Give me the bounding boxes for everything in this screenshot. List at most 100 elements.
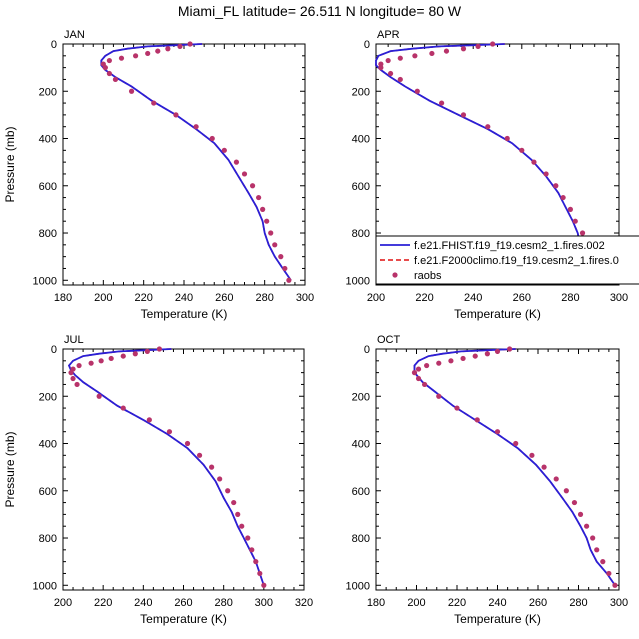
jul-raobs-point xyxy=(120,405,126,411)
jul-raobs-point xyxy=(68,370,74,376)
jul-panel-label: JUL xyxy=(64,334,84,346)
apr-raobs-point xyxy=(439,100,445,106)
oct-model-line xyxy=(413,348,616,586)
apr-xtick-label: 220 xyxy=(415,292,433,304)
figure-title: Miami_FL latitude= 26.511 N longitude= 8… xyxy=(177,3,462,19)
jul-xtick-label: 200 xyxy=(54,597,72,609)
jan-raobs-point xyxy=(282,265,288,272)
oct-xtick-label: 180 xyxy=(367,597,385,609)
jul-xtick-label: 240 xyxy=(134,597,152,609)
jul-raobs-point xyxy=(184,440,191,447)
oct-raobs-point xyxy=(494,348,501,354)
oct-raobs-point xyxy=(494,429,501,435)
oct-raobs-point xyxy=(584,523,590,529)
jan-panel-label: JAN xyxy=(64,29,85,41)
oct-xaxis-label: Temperature (K) xyxy=(454,612,541,626)
oct-raobs-point xyxy=(513,440,519,447)
apr-xtick-label: 280 xyxy=(561,292,579,304)
apr-raobs-point xyxy=(485,124,491,130)
jul-raobs-point xyxy=(239,523,245,529)
apr-ytick-label: 600 xyxy=(352,181,370,193)
oct-raobs-point xyxy=(460,355,466,362)
oct-raobs-point xyxy=(474,417,480,423)
jul-yaxis-label: Pressure (mb) xyxy=(3,431,17,507)
jul-ytick-label: 0 xyxy=(51,344,57,356)
jan-xtick-label: 280 xyxy=(255,292,273,304)
jan-raobs-point xyxy=(118,55,125,61)
jul-raobs-point xyxy=(76,362,82,369)
jan-raobs-point xyxy=(177,43,183,49)
oct-raobs-point xyxy=(571,499,578,506)
jul-climo-line xyxy=(68,348,265,586)
oct-climo-line xyxy=(413,348,616,586)
oct-raobs-point xyxy=(415,366,422,372)
jan-ytick-label: 800 xyxy=(39,228,57,240)
apr-raobs-point xyxy=(387,70,394,77)
jan-yaxis-label: Pressure (mb) xyxy=(3,126,17,202)
apr-ytick-label: 200 xyxy=(352,86,370,98)
jan-raobs-point xyxy=(221,147,227,153)
apr-xaxis-label: Temperature (K) xyxy=(454,307,541,321)
oct-raobs-point xyxy=(454,405,460,411)
oct-panel-label: OCT xyxy=(377,334,401,346)
oct-raobs-point xyxy=(448,358,454,364)
apr-ytick-label: 0 xyxy=(364,39,370,51)
jan-raobs-point xyxy=(187,41,193,47)
legend-raobs-swatch xyxy=(392,272,398,278)
oct-raobs-point xyxy=(422,381,428,388)
jan-raobs-point xyxy=(193,124,199,130)
oct-raobs-point xyxy=(415,375,422,382)
jan-xtick-label: 180 xyxy=(54,292,72,304)
apr-raobs-point xyxy=(490,41,496,47)
jul-ytick-label: 600 xyxy=(39,486,57,498)
apr-raobs-point xyxy=(567,206,574,212)
jan-raobs-point xyxy=(173,112,179,118)
jan-raobs-point xyxy=(241,171,248,177)
apr-raobs-point xyxy=(553,183,559,189)
jan-raobs-point xyxy=(112,76,119,83)
apr-ytick-label: 400 xyxy=(352,134,370,146)
legend-model-label: f.e21.FHIST.f19_f19.cesm2_1.fires.002 xyxy=(414,240,605,252)
oct-ytick-label: 1000 xyxy=(346,580,370,592)
jan-raobs-point xyxy=(133,53,139,59)
jan-raobs-point xyxy=(102,65,108,71)
jul-xtick-label: 320 xyxy=(295,597,313,609)
jan-ytick-label: 0 xyxy=(51,39,57,51)
jul-raobs-point xyxy=(253,559,259,565)
oct-plot-frame xyxy=(375,348,620,591)
oct-xtick-label: 200 xyxy=(407,597,425,609)
apr-raobs-point xyxy=(579,230,586,236)
jan-raobs-point xyxy=(151,100,157,106)
jul-raobs-point xyxy=(156,346,162,352)
legend-raobs-label: raobs xyxy=(414,270,442,282)
jul-xaxis-label: Temperature (K) xyxy=(140,612,227,626)
oct-raobs-point xyxy=(436,360,442,366)
jan-xtick-label: 200 xyxy=(94,292,112,304)
apr-raobs-point xyxy=(378,65,384,71)
jan-raobs-point xyxy=(128,88,135,94)
jul-xtick-label: 280 xyxy=(214,597,232,609)
jan-model-line xyxy=(100,43,292,281)
jul-ytick-label: 200 xyxy=(39,391,57,403)
jan-xtick-label: 240 xyxy=(175,292,193,304)
oct-xtick-label: 300 xyxy=(610,597,628,609)
jul-raobs-point xyxy=(144,348,150,354)
oct-ytick-label: 400 xyxy=(352,439,370,451)
jul-raobs-point xyxy=(98,358,104,364)
jul-raobs-point xyxy=(96,393,102,399)
jan-xtick-label: 220 xyxy=(134,292,152,304)
jan-raobs-point xyxy=(145,50,151,57)
oct-xtick-label: 260 xyxy=(529,597,547,609)
oct-raobs-point xyxy=(600,559,606,565)
oct-xtick-label: 220 xyxy=(448,597,466,609)
apr-raobs-point xyxy=(475,43,481,49)
oct-raobs-point xyxy=(594,547,600,553)
oct-ytick-label: 600 xyxy=(352,486,370,498)
jan-ytick-label: 1000 xyxy=(33,275,57,287)
apr-raobs-point xyxy=(519,147,525,153)
jul-raobs-point xyxy=(217,476,223,482)
oct-raobs-point xyxy=(507,346,513,352)
apr-raobs-point xyxy=(429,50,435,57)
apr-raobs-point xyxy=(560,194,566,201)
